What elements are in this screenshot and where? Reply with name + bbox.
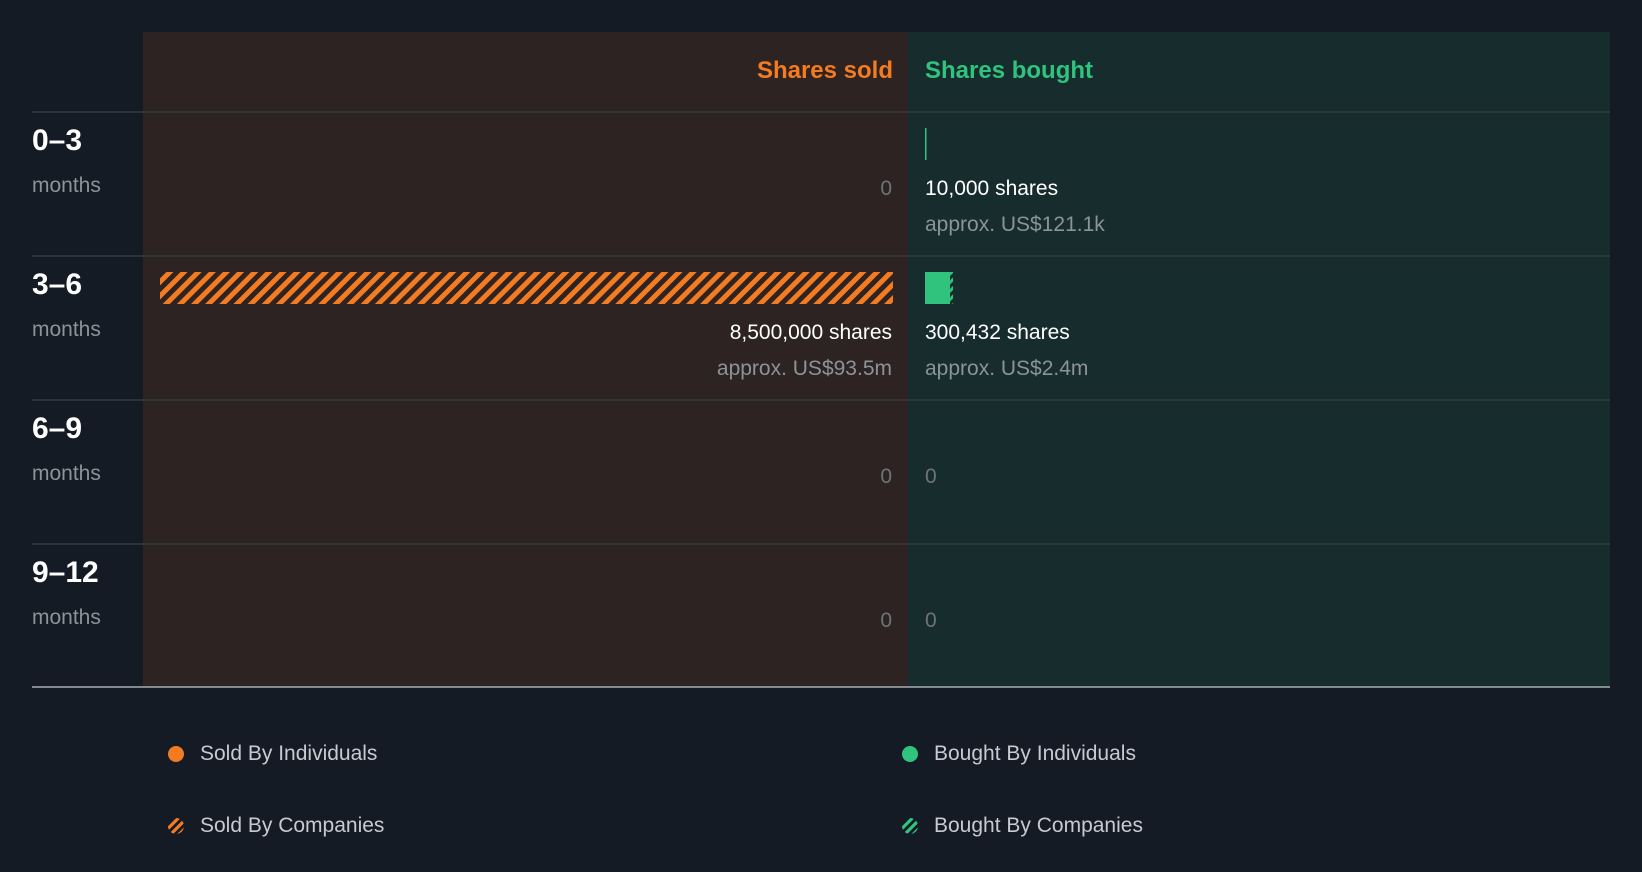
legend-item: Sold By Companies [168,814,384,838]
sold-value-label: approx. US$93.5m [717,357,892,380]
sold-panel [143,32,908,687]
bought-value-label: approx. US$121.1k [925,213,1105,236]
sold-zero-label: 0 [880,609,892,632]
legend-item: Bought By Companies [902,814,1143,838]
bought-companies-bar [950,272,954,304]
legend-label: Bought By Companies [934,814,1143,837]
period-range-label: 9–12 [32,556,99,589]
legend-label: Bought By Individuals [934,742,1136,765]
bought-panel [908,32,1610,687]
sold-shares-label: 8,500,000 shares [730,321,892,344]
period-row: 9–12 months 0 0 [32,543,1610,632]
period-range-label: 0–3 [32,124,82,157]
bought-individuals-bar [925,128,927,160]
sold-zero-label: 0 [880,177,892,200]
period-unit-label: months [32,318,101,341]
legend-solid-swatch [902,746,918,762]
legend-item: Bought By Individuals [902,742,1136,766]
sold-companies-bar [160,272,893,304]
period-row: 0–3 months 0 10,000 shares approx. US$121.1k [32,111,1610,236]
sold-column-header: Shares sold [757,57,893,84]
bought-individuals-bar [925,272,951,304]
bought-column-header: Shares bought [925,57,1093,84]
period-range-label: 3–6 [32,268,82,301]
bought-shares-label: 10,000 shares [925,177,1058,200]
bought-shares-label: 300,432 shares [925,321,1070,344]
bought-zero-label: 0 [925,465,937,488]
legend-label: Sold By Individuals [200,742,378,765]
legend-hatched-swatch [168,818,184,834]
period-unit-label: months [32,462,101,485]
legend-item: Sold By Individuals [168,742,377,766]
legend-label: Sold By Companies [200,814,385,837]
period-row: 6–9 months 0 0 [32,399,1610,488]
period-unit-label: months [32,174,101,197]
period-row: 3–6 months 8,500,000 shares approx. US$93.5… [32,255,1610,380]
legend-hatched-swatch [902,818,918,834]
sold-zero-label: 0 [880,465,892,488]
bought-zero-label: 0 [925,609,937,632]
period-range-label: 6–9 [32,412,82,445]
legend-solid-swatch [168,746,184,762]
bought-value-label: approx. US$2.4m [925,357,1088,380]
period-unit-label: months [32,606,101,629]
